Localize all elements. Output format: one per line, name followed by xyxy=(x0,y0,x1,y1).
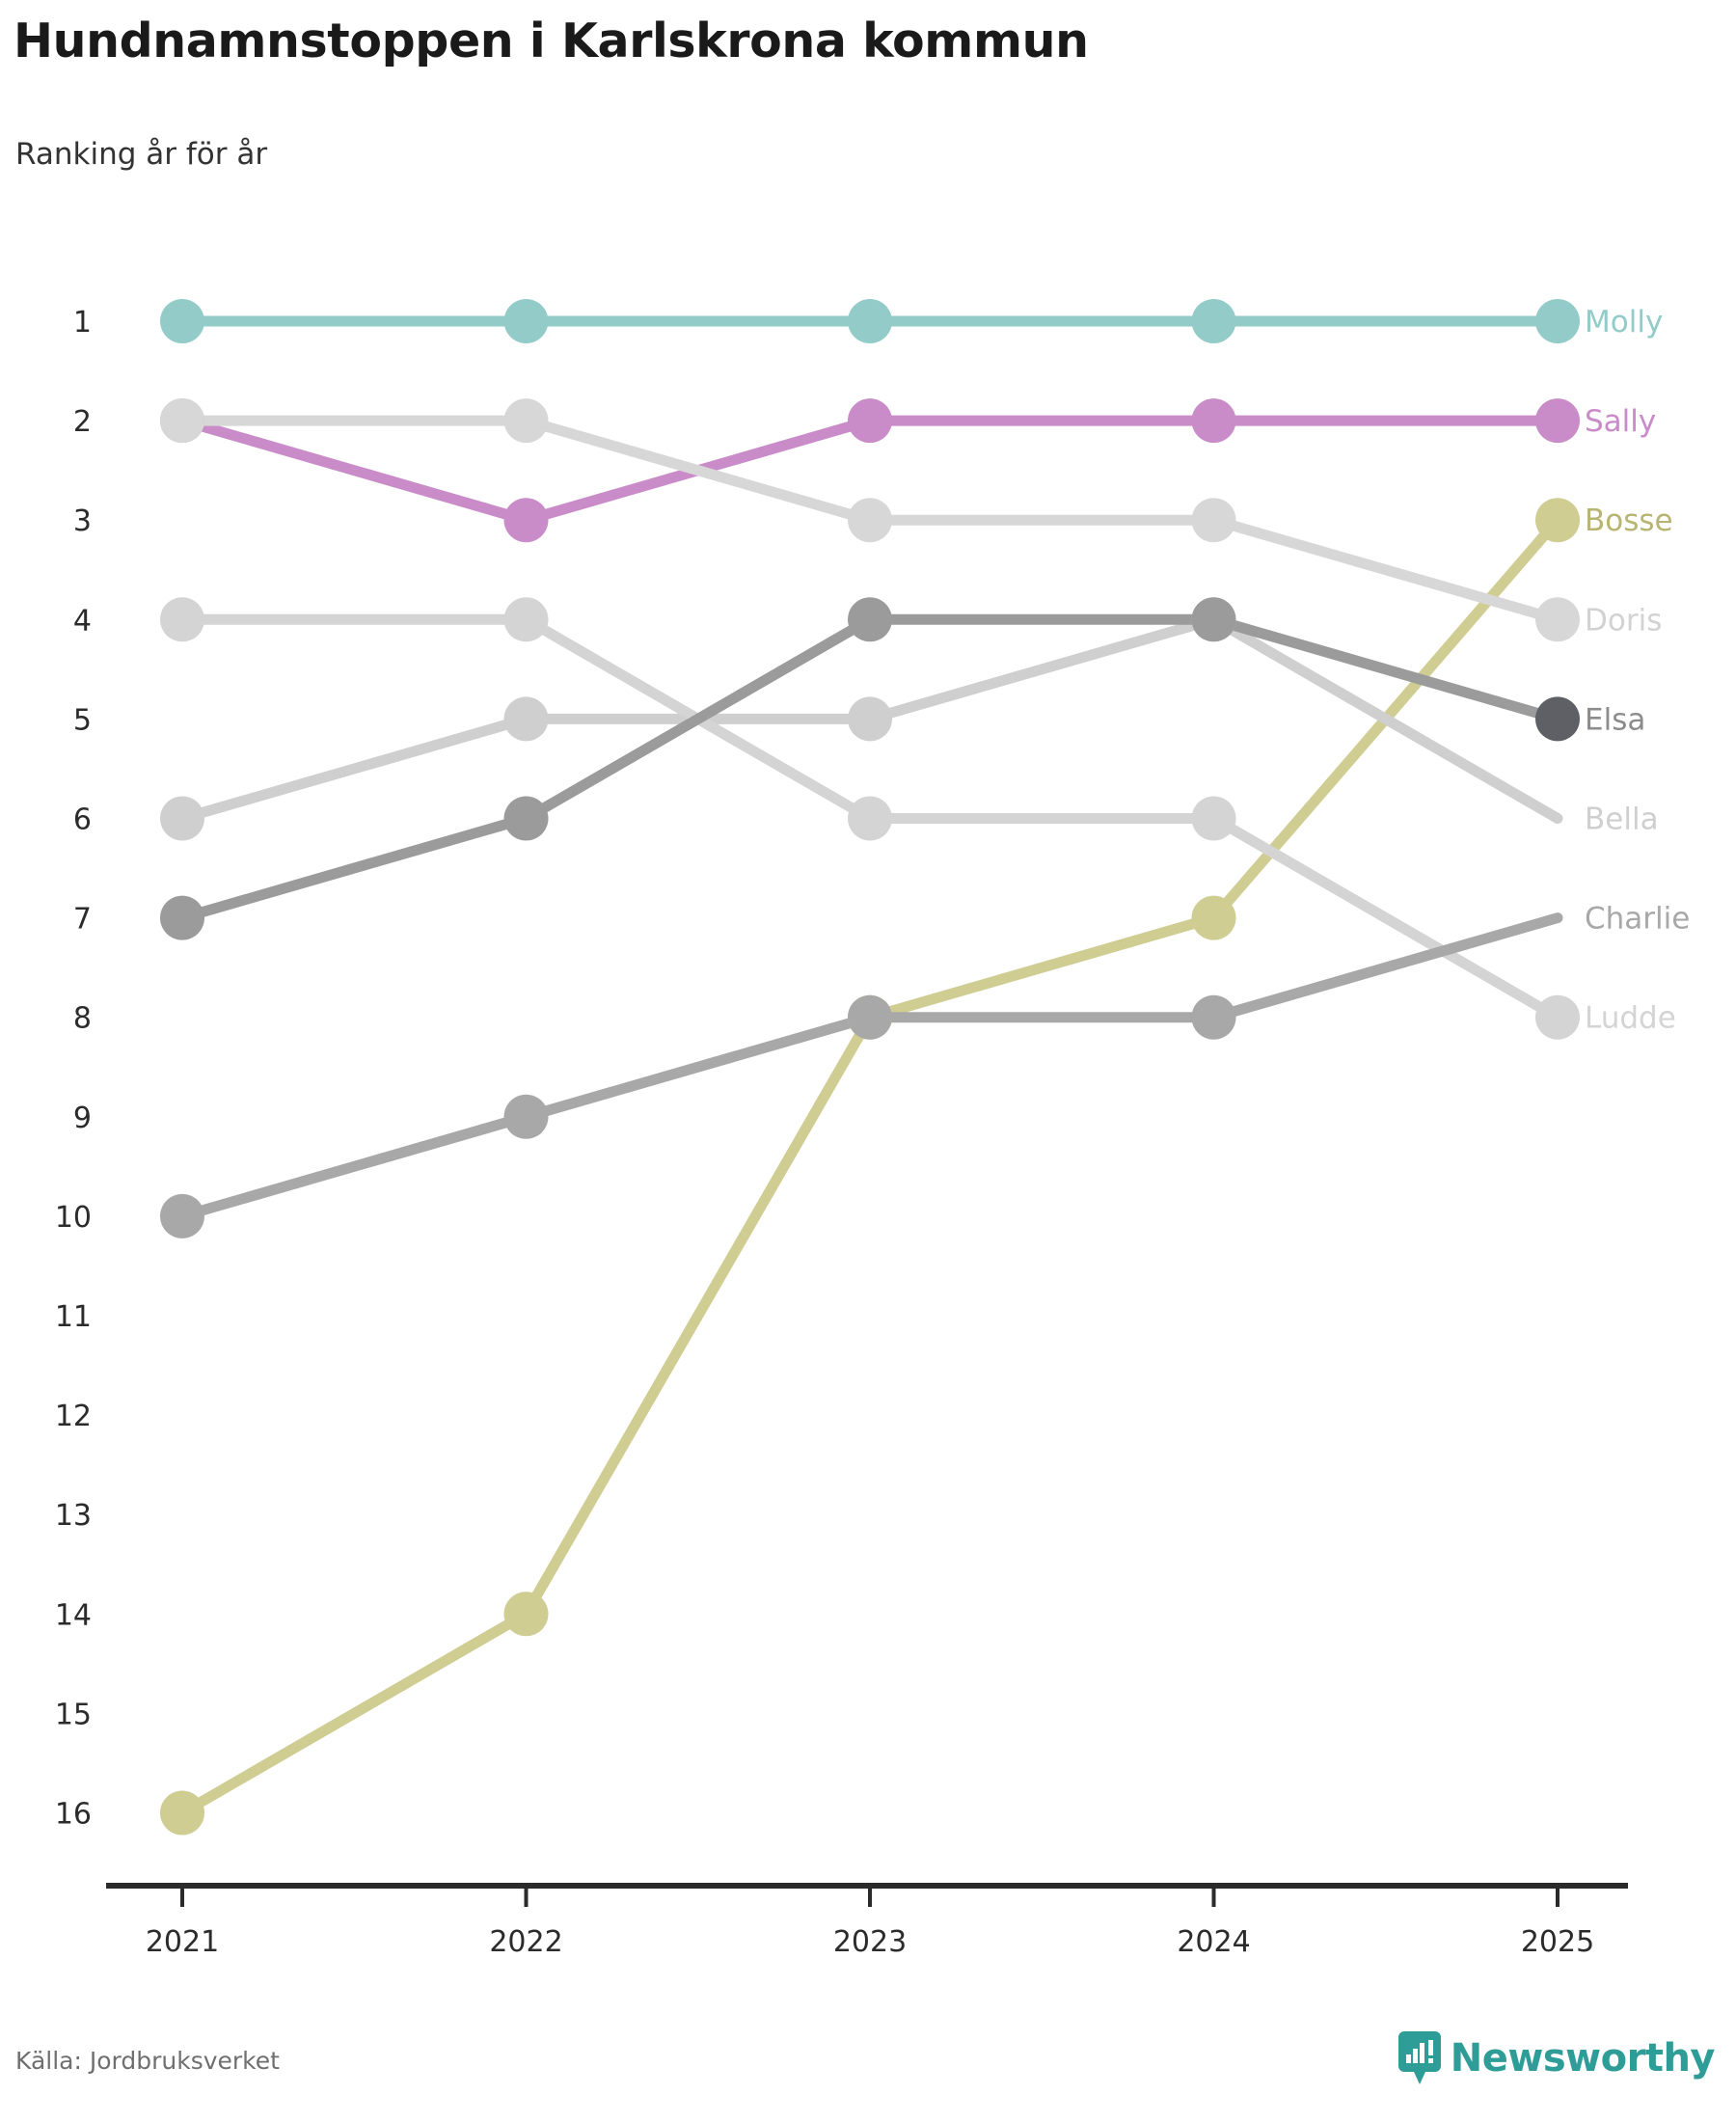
series-label-sally: Sally xyxy=(1585,404,1656,439)
data-point[interactable] xyxy=(160,398,204,444)
series-label-ludde: Ludde xyxy=(1585,1001,1676,1036)
series-label-doris: Doris xyxy=(1585,603,1662,638)
y-axis-tick-label: 16 xyxy=(55,1798,92,1832)
series-dots-ludde xyxy=(160,597,1580,1040)
x-axis-tick-label: 2022 xyxy=(489,1925,562,1959)
y-axis-tick-label: 11 xyxy=(55,1300,92,1334)
source-note: Källa: Jordbruksverket xyxy=(15,2047,280,2075)
data-point[interactable] xyxy=(160,895,204,940)
y-axis-tick-label: 4 xyxy=(73,604,92,638)
series-dots-bella xyxy=(160,597,1236,841)
data-point[interactable] xyxy=(1535,498,1580,543)
y-axis-tick-label: 13 xyxy=(55,1499,92,1533)
y-axis-tick-label: 10 xyxy=(55,1201,92,1235)
brand-logo: Newsworthy xyxy=(1397,2031,1716,2085)
data-point[interactable] xyxy=(503,597,549,642)
data-point[interactable] xyxy=(848,299,892,343)
y-axis-tick-label: 14 xyxy=(55,1598,92,1632)
y-axis-tick-label: 8 xyxy=(73,1002,92,1036)
y-axis-tick-label: 2 xyxy=(73,405,92,439)
y-axis-tick-label: 6 xyxy=(73,803,92,837)
data-point[interactable] xyxy=(1191,498,1236,543)
series-dots-molly xyxy=(160,299,1580,343)
data-point[interactable] xyxy=(160,1193,204,1238)
series-label-charlie: Charlie xyxy=(1585,902,1690,937)
series-label-bella: Bella xyxy=(1585,803,1659,837)
data-point[interactable] xyxy=(1191,895,1236,940)
data-point[interactable] xyxy=(848,994,892,1040)
series-elsa xyxy=(176,613,1563,924)
y-axis-tick-label: 7 xyxy=(73,903,92,937)
y-axis-tick-label: 5 xyxy=(73,703,92,737)
data-point[interactable] xyxy=(1191,398,1236,444)
series-dots-elsa xyxy=(160,597,1580,940)
chart-canvas: 12345678910111213141516MollySallyBosseDo… xyxy=(55,299,1690,1959)
data-point[interactable] xyxy=(503,498,549,543)
series-charlie xyxy=(176,912,1563,1222)
page-title: Hundnamnstoppen i Karlskrona kommun xyxy=(14,14,1089,68)
data-point[interactable] xyxy=(503,299,549,343)
data-point[interactable] xyxy=(503,1094,549,1139)
chart-subtitle: Ranking år för år xyxy=(15,137,268,172)
data-point[interactable] xyxy=(848,498,892,543)
data-point[interactable] xyxy=(848,796,892,841)
data-point[interactable] xyxy=(1191,299,1236,343)
series-line xyxy=(176,613,1563,924)
data-point[interactable] xyxy=(503,1592,549,1637)
data-point[interactable] xyxy=(160,597,204,642)
data-point[interactable] xyxy=(1191,597,1236,642)
y-axis-tick-label: 9 xyxy=(73,1102,92,1135)
x-axis-tick-label: 2021 xyxy=(146,1925,219,1959)
series-dots-doris xyxy=(160,398,1580,642)
x-axis-tick-label: 2025 xyxy=(1521,1925,1594,1959)
data-point[interactable] xyxy=(503,796,549,841)
x-axis-tick-label: 2024 xyxy=(1177,1925,1250,1959)
bump-chart: 1 2 3 4 5 6 7 8 9 10 11 12 13 14 15 16 Molly Sally Bosse Do… xyxy=(55,299,1690,1959)
brand-name: Newsworthy xyxy=(1450,2036,1716,2081)
data-point[interactable] xyxy=(1535,597,1580,642)
x-axis-tick-label: 2023 xyxy=(833,1925,907,1959)
newsworthy-logo-icon xyxy=(1397,2031,1441,2084)
data-point[interactable] xyxy=(160,796,204,841)
data-point[interactable] xyxy=(848,696,892,742)
data-point[interactable] xyxy=(160,1790,204,1836)
y-axis-tick-label: 12 xyxy=(55,1400,92,1433)
data-point[interactable] xyxy=(160,299,204,343)
data-point[interactable] xyxy=(503,398,549,444)
data-point[interactable] xyxy=(1535,299,1580,343)
data-point[interactable] xyxy=(1535,398,1580,444)
y-axis-tick-label: 1 xyxy=(73,306,92,340)
data-point[interactable] xyxy=(503,696,549,742)
data-point[interactable] xyxy=(848,597,892,642)
data-point[interactable] xyxy=(1191,796,1236,841)
y-axis-tick-label: 15 xyxy=(55,1698,92,1731)
data-point[interactable] xyxy=(1535,696,1580,742)
series-line xyxy=(176,912,1563,1222)
series-label-elsa: Elsa xyxy=(1585,702,1645,737)
data-point[interactable] xyxy=(1535,994,1580,1040)
series-label-molly: Molly xyxy=(1585,305,1663,340)
series-dots-charlie xyxy=(160,994,1236,1238)
series-label-bosse: Bosse xyxy=(1585,503,1673,538)
data-point[interactable] xyxy=(848,398,892,444)
data-point[interactable] xyxy=(1191,994,1236,1040)
y-axis-tick-label: 3 xyxy=(73,504,92,538)
